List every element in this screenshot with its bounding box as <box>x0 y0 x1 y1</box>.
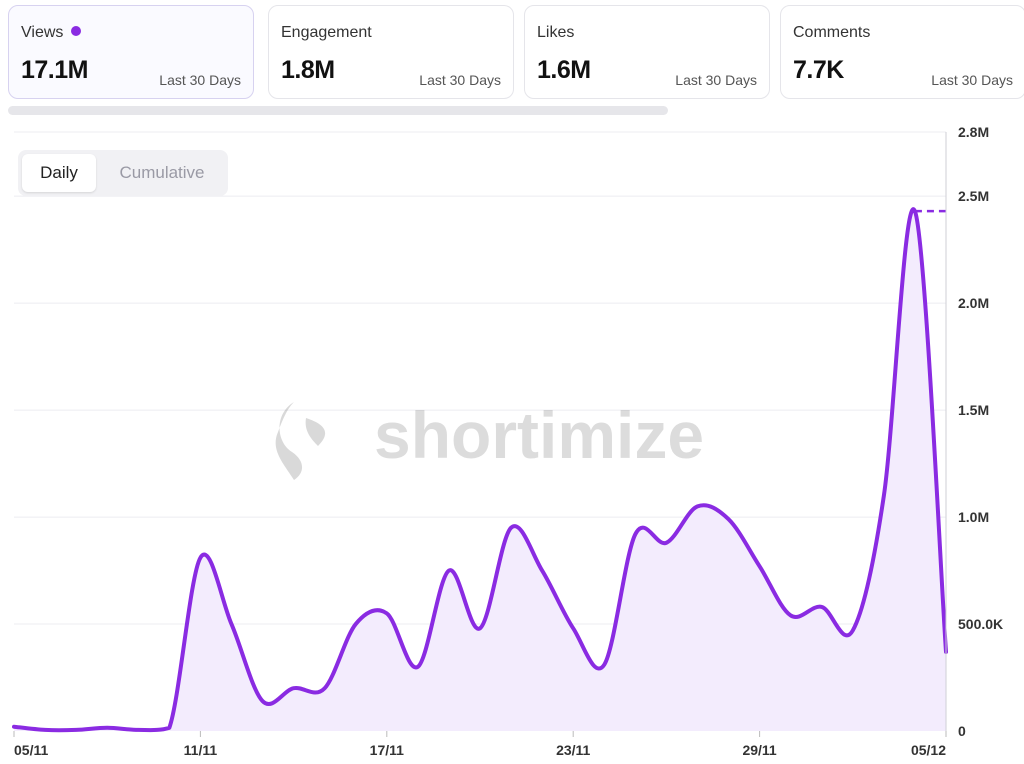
x-tick-label: 29/11 <box>742 742 776 758</box>
comments-card[interactable]: Comments 7.7K Last 30 Days <box>780 5 1024 99</box>
y-tick-label: 2.0M <box>958 295 989 311</box>
engagement-label: Engagement <box>281 24 372 41</box>
views-label-row: Views <box>21 24 82 42</box>
views-card[interactable]: Views 17.1M Last 30 Days <box>8 5 254 99</box>
cards-scrollbar[interactable] <box>8 106 668 115</box>
shortimize-watermark: shortimize <box>275 398 704 480</box>
comments-period: Last 30 Days <box>931 72 1013 88</box>
x-tick-label: 11/11 <box>184 742 218 758</box>
likes-period: Last 30 Days <box>675 72 757 88</box>
y-tick-label: 2.5M <box>958 188 989 204</box>
views-period: Last 30 Days <box>159 72 241 88</box>
x-tick-label: 05/12 <box>911 742 946 758</box>
grid-lines <box>14 131 946 625</box>
x-tick-label: 23/11 <box>556 742 590 758</box>
likes-label: Likes <box>537 24 575 41</box>
engagement-card[interactable]: Engagement 1.8M Last 30 Days <box>268 5 514 99</box>
likes-card[interactable]: Likes 1.6M Last 30 Days <box>524 5 770 99</box>
views-area-fill <box>14 209 946 731</box>
engagement-period: Last 30 Days <box>419 72 501 88</box>
engagement-value: 1.8M <box>281 56 335 84</box>
y-tick-label: 1.0M <box>958 509 989 525</box>
x-axis-ticks: 05/11 11/11 17/11 23/11 29/11 05/12 <box>13 731 947 758</box>
comments-label: Comments <box>793 24 871 41</box>
views-label: Views <box>21 24 64 41</box>
y-axis-ticks: 0 500.0K 1.0M 1.5M 2.0M 2.5M 2.8M <box>958 124 1003 739</box>
active-indicator-dot <box>71 26 82 36</box>
watermark-text: shortimize <box>374 398 704 472</box>
x-tick-label: 05/11 <box>14 742 48 758</box>
watermark-logo-icon <box>275 402 326 480</box>
views-value: 17.1M <box>21 56 88 84</box>
x-tick-label: 17/11 <box>370 742 404 758</box>
y-tick-label: 0 <box>958 723 966 739</box>
likes-value: 1.6M <box>537 56 591 84</box>
y-tick-label: 500.0K <box>958 616 1003 632</box>
cumulative-tab[interactable]: Cumulative <box>119 163 205 182</box>
comments-value: 7.7K <box>793 56 844 84</box>
view-mode-toggle: Daily Cumulative <box>18 150 228 196</box>
views-line[interactable] <box>12 207 948 733</box>
y-tick-label: 2.8M <box>958 124 989 140</box>
y-tick-label: 1.5M <box>958 402 989 418</box>
daily-tab[interactable]: Daily <box>22 154 96 192</box>
